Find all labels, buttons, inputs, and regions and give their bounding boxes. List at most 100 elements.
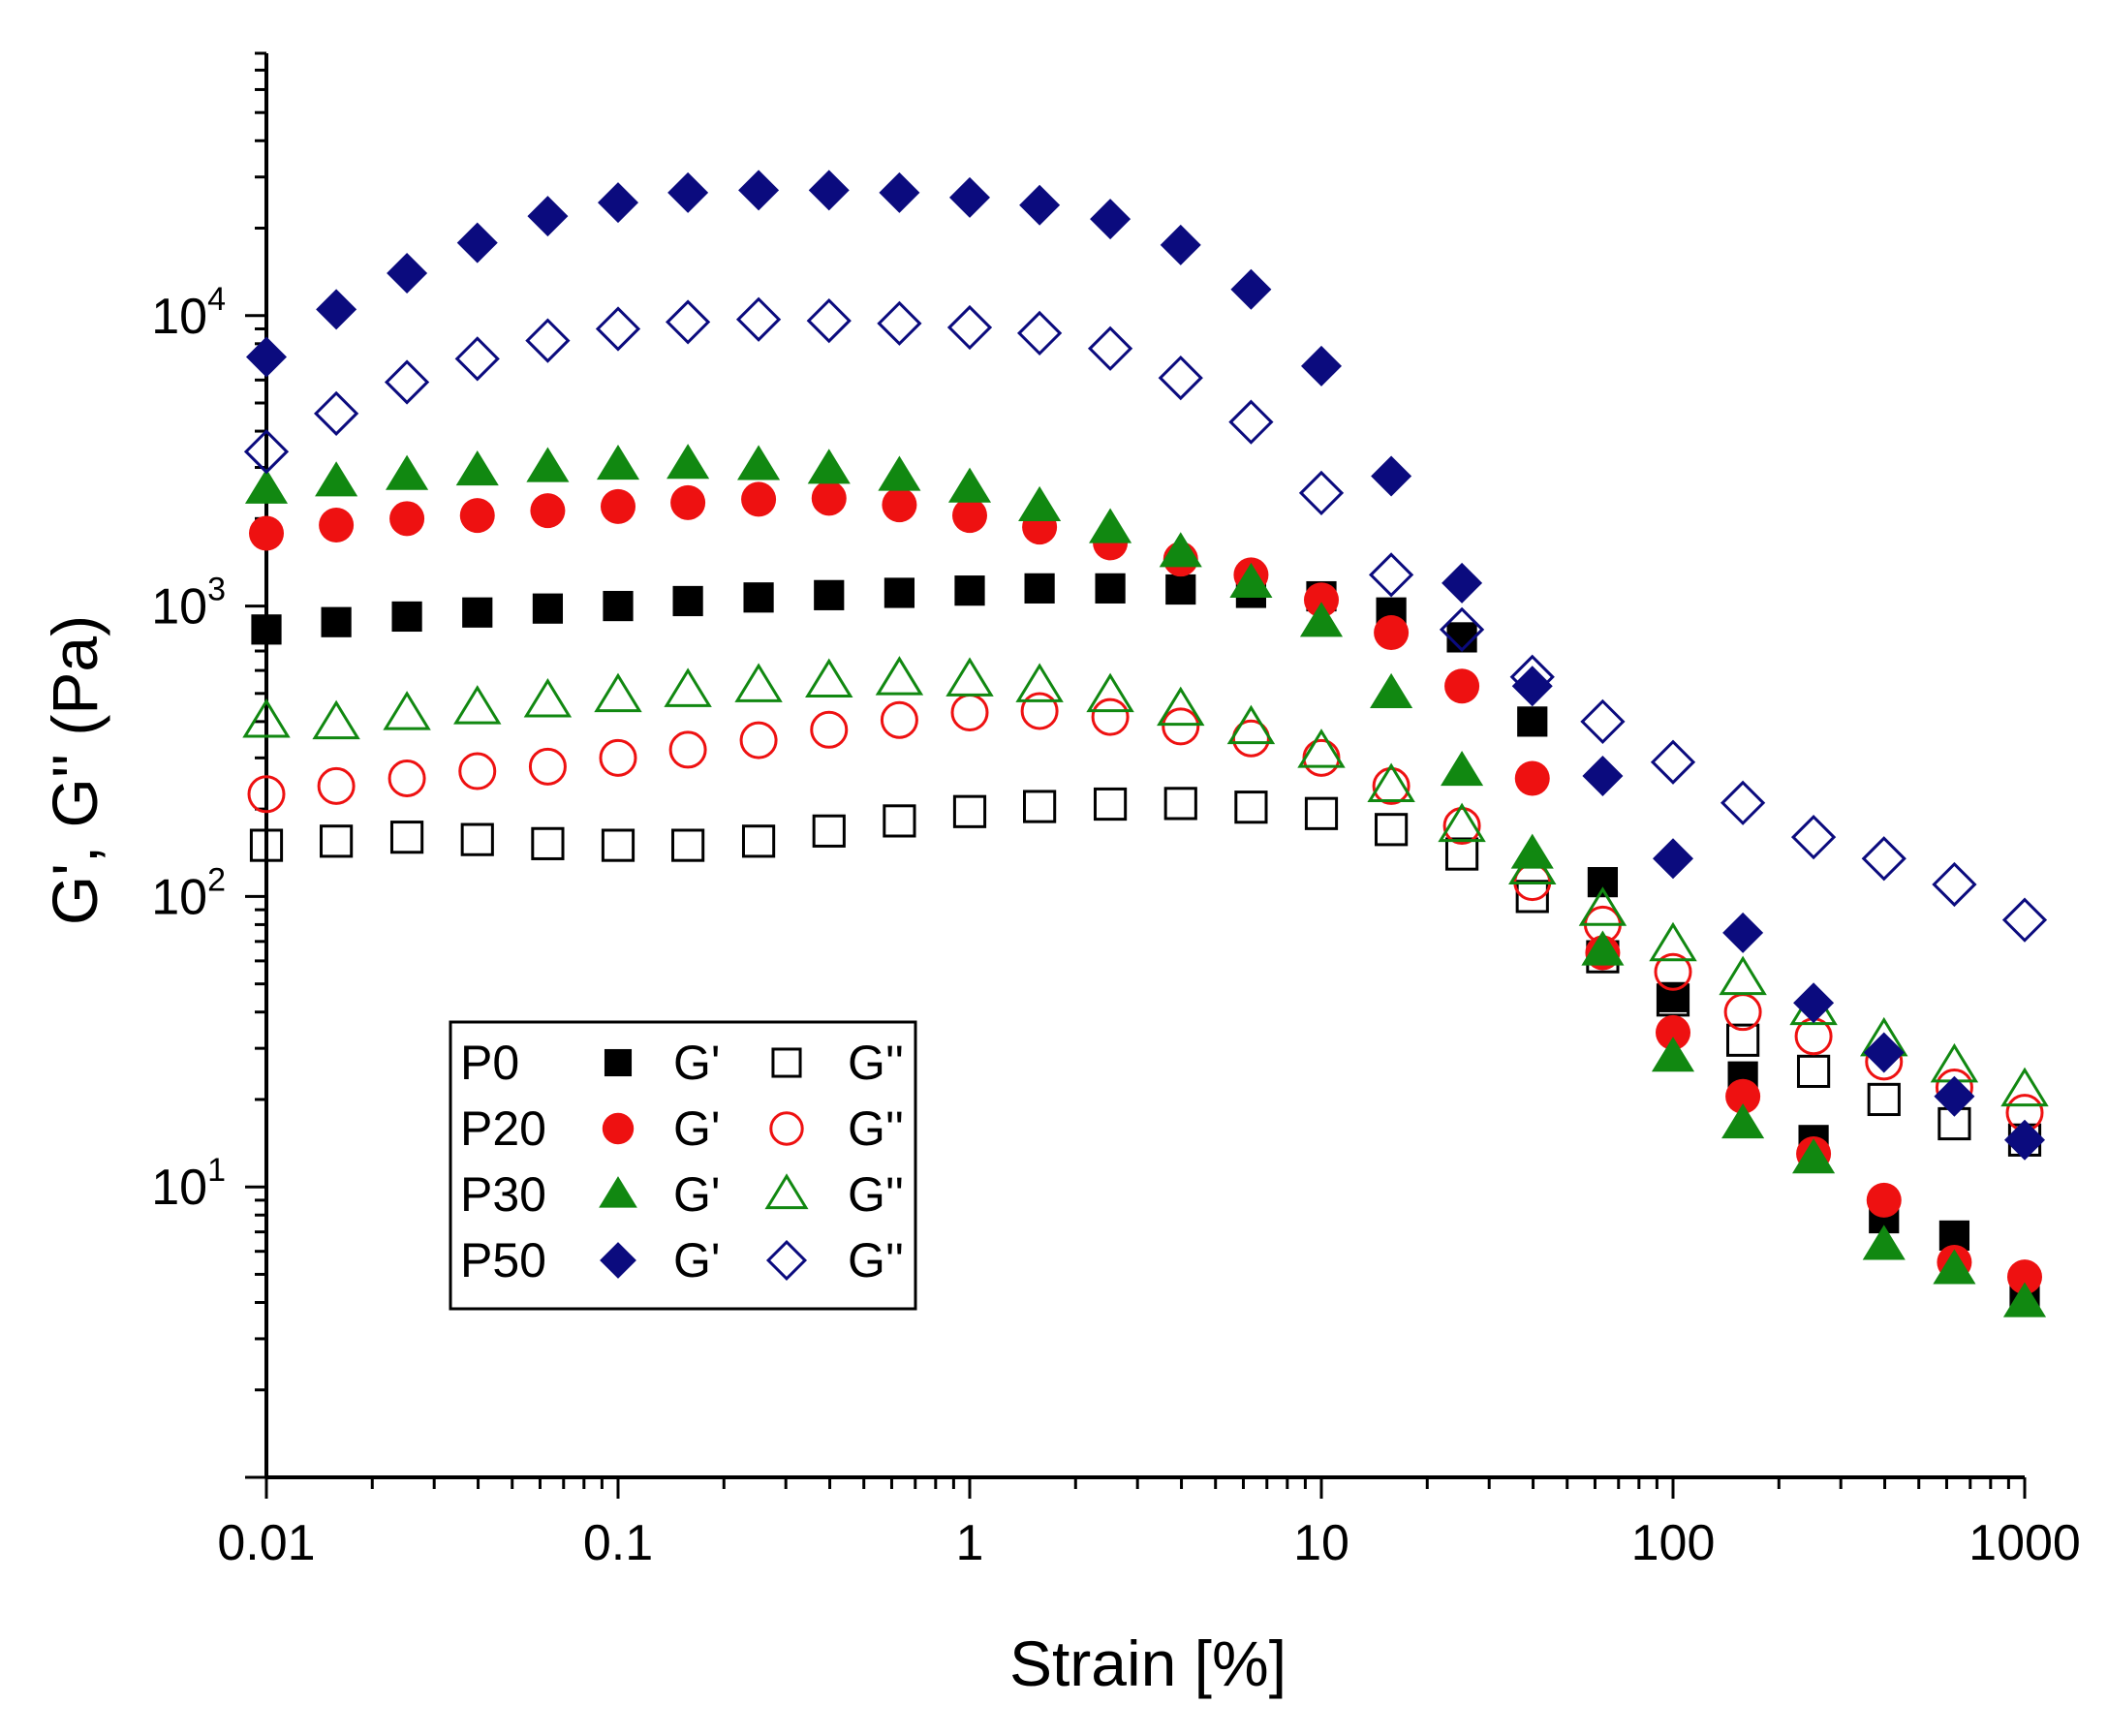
data-point [806,297,852,344]
data-point [1796,1054,1831,1088]
data-point [1298,470,1345,516]
legend-marker-gdoubleprime [769,1111,804,1146]
data-point [1444,668,1480,704]
data-point [805,658,853,698]
data-point [1582,755,1624,796]
data-point [1158,355,1203,401]
data-point [594,672,642,713]
data-point [1792,1138,1836,1174]
data-point [879,171,920,213]
data-point [664,667,712,707]
data-point [244,468,289,504]
data-point [386,454,429,490]
data-point [1656,1014,1690,1050]
legend-sample-label: P30 [460,1167,546,1222]
data-point [247,775,286,814]
data-point [1368,552,1414,598]
data-point [671,828,705,862]
data-point [1165,574,1196,605]
data-point [1581,930,1625,966]
legend-gprime-label: G' [673,1233,720,1287]
data-point [1091,698,1130,736]
legend-box [449,1020,917,1311]
data-point [1157,686,1205,727]
data-point [1020,692,1059,730]
data-point [946,304,993,351]
data-point [391,601,422,633]
data-point [389,821,424,854]
data-point [2007,1259,2042,1295]
legend-sample-label: P0 [460,1036,519,1090]
data-point [1229,562,1273,598]
data-point [670,484,706,520]
data-point [321,606,352,637]
data-point [1650,739,1696,785]
data-point [952,498,987,534]
data-point [1299,602,1344,637]
data-point [1304,796,1339,830]
data-point [525,318,571,363]
legend: P0 G' G'' P20 G' G'' P30 G' G'' P50 G' G'' [449,1020,917,1311]
series-p30-gdoubleprime [242,656,2049,1107]
data-point [814,579,845,610]
data-point [242,698,291,738]
data-point [1514,760,1550,796]
data-point [1371,455,1412,497]
data-point [599,738,637,777]
data-point [954,575,985,606]
data-point [460,822,494,856]
data-markers [242,170,2049,1318]
x-tick-label: 100 [1631,1515,1716,1571]
data-point [1930,1042,1979,1083]
data-point [458,752,497,790]
y-tick-label: 103 [151,572,226,636]
data-point [1234,790,1268,824]
data-point [808,170,850,211]
data-point [1087,326,1133,371]
data-point [882,487,917,523]
data-point [883,804,916,838]
data-point [454,336,500,382]
data-point [523,677,573,718]
data-point [246,336,287,378]
data-point [1163,787,1197,821]
data-point [384,359,430,405]
data-point [1932,861,1977,908]
data-point [317,766,356,805]
data-point [596,444,640,480]
data-point [1719,955,1767,996]
data-point [1018,485,1062,522]
data-point [1862,1224,1906,1260]
data-point [530,493,566,529]
data-point [1024,573,1055,604]
data-point [667,171,709,213]
data-point [1441,751,1484,787]
data-point [1297,728,1346,768]
data-point [1302,738,1341,777]
data-point [1370,672,1413,708]
legend-marker-gdoubleprime [764,1173,809,1210]
data-point [528,747,567,786]
data-point [952,794,987,828]
legend-gprime-label: G' [673,1101,720,1156]
data-point [1226,704,1276,745]
data-point [1722,912,1764,953]
data-point [389,501,425,537]
data-point [383,691,431,730]
data-point [1721,1102,1765,1139]
data-point [1720,780,1766,825]
data-point [2000,1067,2049,1107]
data-point [1160,224,1201,265]
data-point [1587,867,1619,898]
x-axis-title: Strain [%] [1009,1628,1286,1699]
legend-sample-label: P20 [460,1101,546,1156]
data-point [1580,698,1626,744]
legend-gprime-label: G' [673,1167,720,1222]
x-tick-label: 0.1 [583,1515,653,1571]
data-point [601,828,636,862]
y-tick-label: 101 [151,1152,226,1216]
data-point [1159,532,1202,568]
data-point [456,222,498,264]
